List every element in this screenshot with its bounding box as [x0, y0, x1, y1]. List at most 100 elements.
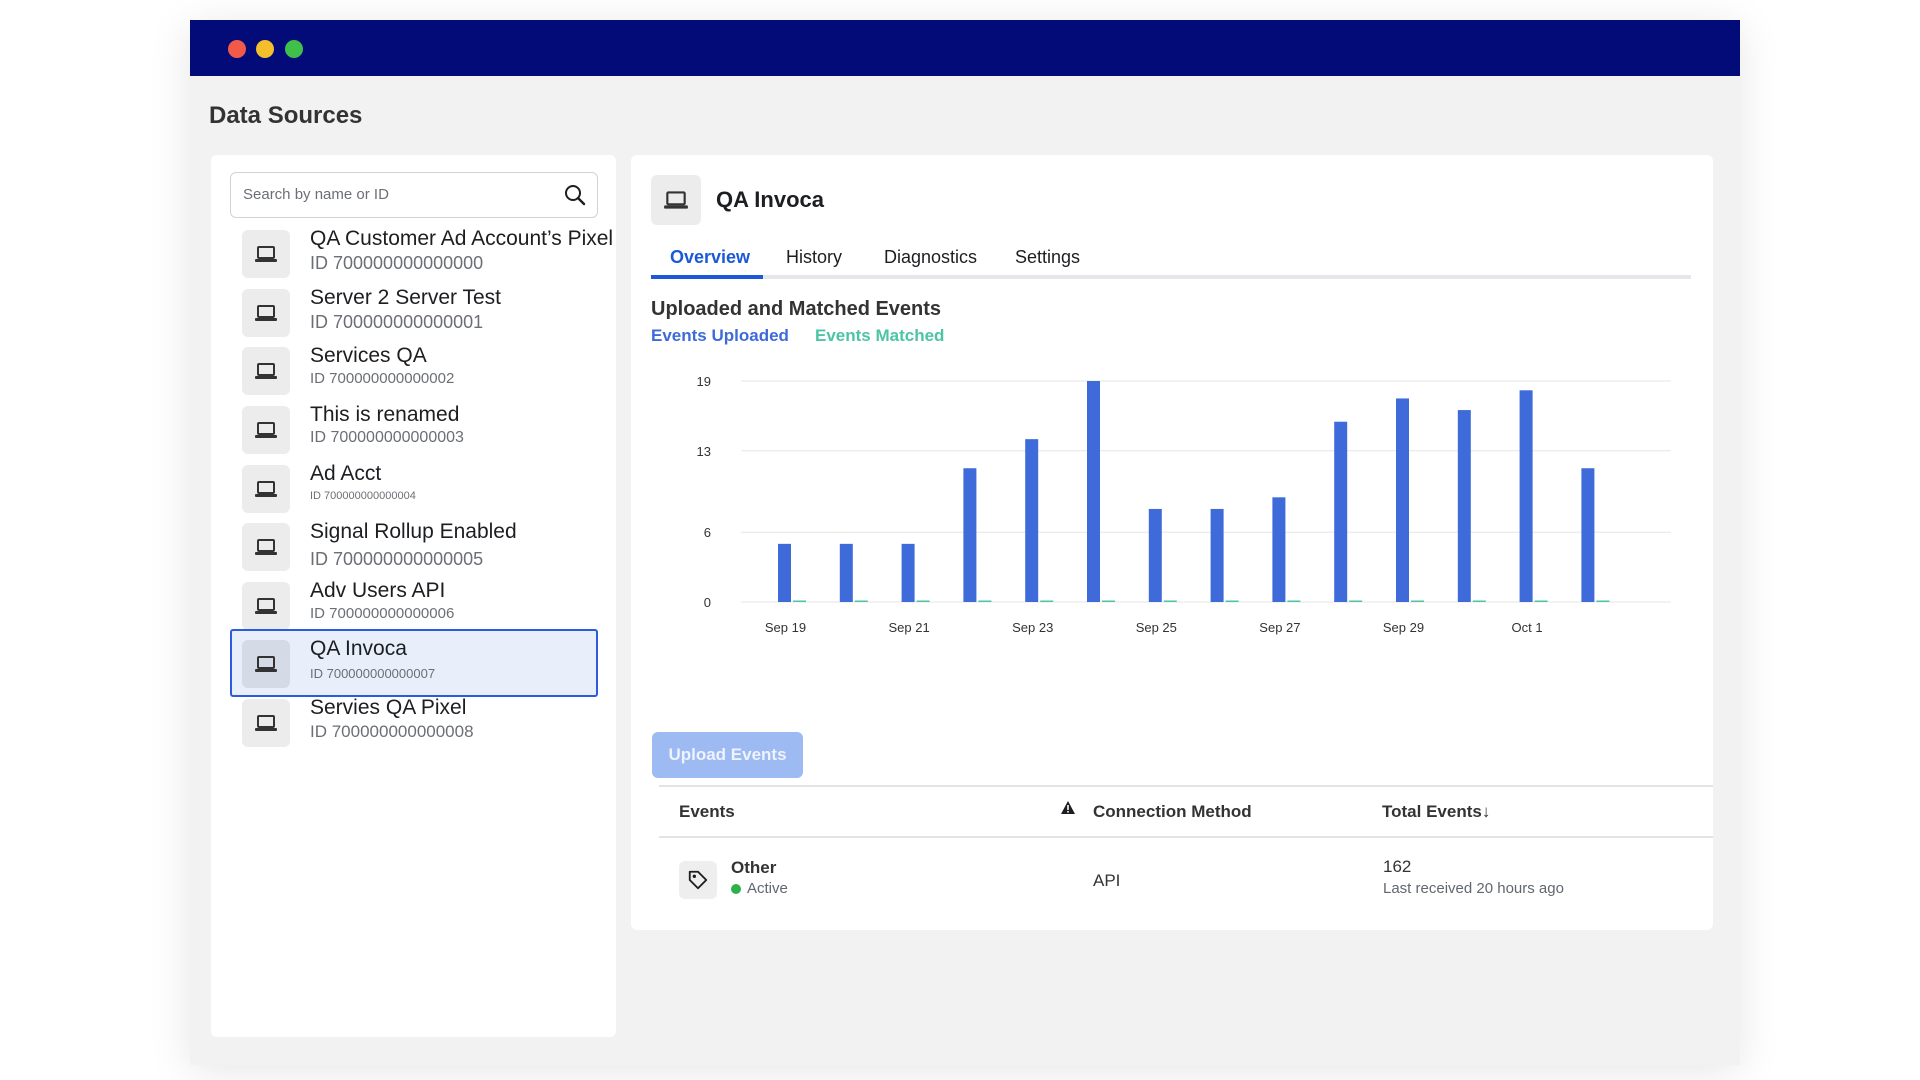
source-id: ID 700000000000004 — [310, 490, 416, 502]
close-window-button[interactable] — [228, 40, 246, 58]
source-item-this-is-renamed[interactable]: This is renamed ID 700000000000003 — [230, 395, 598, 463]
warning-icon[interactable] — [1060, 800, 1076, 815]
tab-settings[interactable]: Settings — [1015, 247, 1081, 267]
event-connection-method: API — [1093, 871, 1121, 890]
tab-diagnostics[interactable]: Diagnostics — [884, 247, 978, 267]
source-id: ID 700000000000008 — [310, 722, 474, 741]
source-name: Ad Acct — [310, 462, 382, 485]
x-tick-label: Sep 25 — [1136, 620, 1177, 635]
source-name: This is renamed — [310, 403, 460, 426]
minimize-window-button[interactable] — [256, 40, 274, 58]
x-tick-label: Oct 1 — [1512, 620, 1543, 635]
source-id: ID 700000000000006 — [310, 605, 455, 622]
bar-events-matched — [1225, 600, 1239, 602]
chart-title: Uploaded and Matched Events — [651, 298, 942, 320]
bar-events-uploaded — [839, 543, 853, 602]
tab-overview[interactable]: Overview — [670, 247, 751, 267]
source-name: QA Invoca — [310, 637, 407, 660]
bar-events-uploaded — [1581, 468, 1595, 602]
bar-events-uploaded — [1457, 410, 1471, 602]
table-divider — [659, 785, 1713, 787]
bar-events-uploaded — [963, 468, 977, 602]
x-tick-label: Sep 29 — [1383, 620, 1424, 635]
bar-events-matched — [793, 600, 806, 602]
y-tick-label: 13 — [697, 444, 711, 459]
source-item-adv-users-api[interactable]: Adv Users API ID 700000000000006 — [230, 571, 598, 639]
bar-events-uploaded — [1334, 421, 1348, 602]
bar-events-matched — [916, 600, 930, 602]
source-id: ID 700000000000000 — [310, 253, 484, 273]
table-header-events[interactable]: Events — [679, 802, 735, 821]
bar-events-matched — [1411, 600, 1424, 602]
bar-events-uploaded — [1148, 508, 1162, 602]
y-tick-label: 6 — [704, 525, 711, 540]
source-item-qa-customer-ad-account-pixel[interactable]: QA Customer Ad Account’s Pixel ID 700000… — [230, 219, 613, 287]
laptop-icon — [242, 347, 290, 395]
source-item-ad-acct[interactable]: Ad Acct ID 700000000000004 — [230, 454, 598, 522]
event-status-label: Active — [747, 880, 788, 897]
search-input[interactable] — [243, 173, 553, 216]
bar-events-matched — [1102, 600, 1115, 602]
laptop-icon — [242, 523, 290, 571]
bar-events-matched — [978, 600, 992, 602]
source-item-qa-invoca[interactable]: QA Invoca ID 700000000000007 — [230, 629, 598, 697]
source-id: ID 700000000000007 — [310, 666, 436, 681]
search-icon[interactable] — [563, 183, 587, 207]
data-source-list-panel: QA Customer Ad Account’s Pixel ID 700000… — [211, 155, 616, 1037]
bar-events-uploaded — [1025, 439, 1039, 602]
laptop-icon — [242, 465, 290, 513]
source-id: ID 700000000000001 — [310, 312, 484, 332]
source-name: Adv Users API — [310, 579, 446, 602]
event-total: 162 — [1383, 857, 1412, 876]
source-item-signal-rollup-enabled[interactable]: Signal Rollup Enabled ID 700000000000005 — [230, 512, 598, 580]
bar-events-matched — [1472, 600, 1486, 602]
table-header-connection-method[interactable]: Connection Method — [1093, 802, 1252, 821]
laptop-icon — [242, 289, 290, 337]
laptop-icon — [242, 699, 290, 747]
x-tick-label: Sep 27 — [1259, 620, 1300, 635]
laptop-icon — [242, 230, 290, 278]
bar-events-matched — [1596, 600, 1610, 602]
bar-events-uploaded — [901, 543, 915, 602]
search-box — [230, 172, 598, 218]
event-name[interactable]: Other — [731, 858, 777, 877]
detail-tabs: Overview History Diagnostics Settings — [651, 227, 1691, 279]
bar-events-matched — [1163, 600, 1177, 602]
detail-title: QA Invoca — [716, 187, 824, 212]
laptop-icon — [651, 175, 701, 225]
bar-events-matched — [854, 600, 868, 602]
source-id: ID 700000000000005 — [310, 549, 484, 569]
bar-events-uploaded — [1272, 497, 1286, 602]
source-name: Signal Rollup Enabled — [310, 520, 517, 543]
source-item-services-qa[interactable]: Services QA ID 700000000000002 — [230, 336, 598, 404]
x-tick-label: Sep 23 — [1012, 620, 1053, 635]
bar-events-uploaded — [1519, 390, 1533, 602]
laptop-icon — [242, 640, 290, 688]
app-window: Data Sources QA Customer Ad Account’s Pi… — [190, 20, 1740, 1065]
table-divider — [659, 836, 1713, 838]
source-id: ID 700000000000003 — [310, 429, 464, 446]
y-tick-label: 0 — [704, 595, 711, 610]
source-item-server-2-server-test[interactable]: Server 2 Server Test ID 700000000000001 — [230, 278, 598, 346]
laptop-icon — [242, 406, 290, 454]
title-bar — [190, 20, 1740, 76]
table-header-total-events[interactable]: Total Events↓ — [1382, 802, 1491, 821]
source-name: QA Customer Ad Account’s Pixel — [310, 227, 614, 250]
source-item-servies-qa-pixel[interactable]: Servies QA Pixel ID 700000000000008 — [230, 688, 598, 756]
x-tick-label: Sep 21 — [888, 620, 929, 635]
tag-icon — [679, 861, 717, 899]
laptop-icon — [242, 582, 290, 630]
bar-events-matched — [1349, 600, 1363, 602]
bar-events-uploaded — [778, 543, 791, 602]
x-tick-label: Sep 19 — [765, 620, 806, 635]
events-bar-chart: 0 6 13 19 Sep 19 Sep 21 Sep 23 Sep 25 Sep 27 Sep … — [697, 374, 1671, 635]
maximize-window-button[interactable] — [285, 40, 303, 58]
tab-history[interactable]: History — [786, 247, 843, 267]
source-name: Servies QA Pixel — [310, 696, 467, 719]
active-tab-indicator — [651, 275, 763, 279]
legend-events-uploaded[interactable]: Events Uploaded — [651, 326, 789, 345]
upload-events-button[interactable]: Upload Events — [652, 732, 803, 778]
source-id: ID 700000000000002 — [310, 370, 455, 387]
legend-events-matched[interactable]: Events Matched — [815, 326, 945, 345]
bar-events-matched — [1040, 600, 1054, 602]
